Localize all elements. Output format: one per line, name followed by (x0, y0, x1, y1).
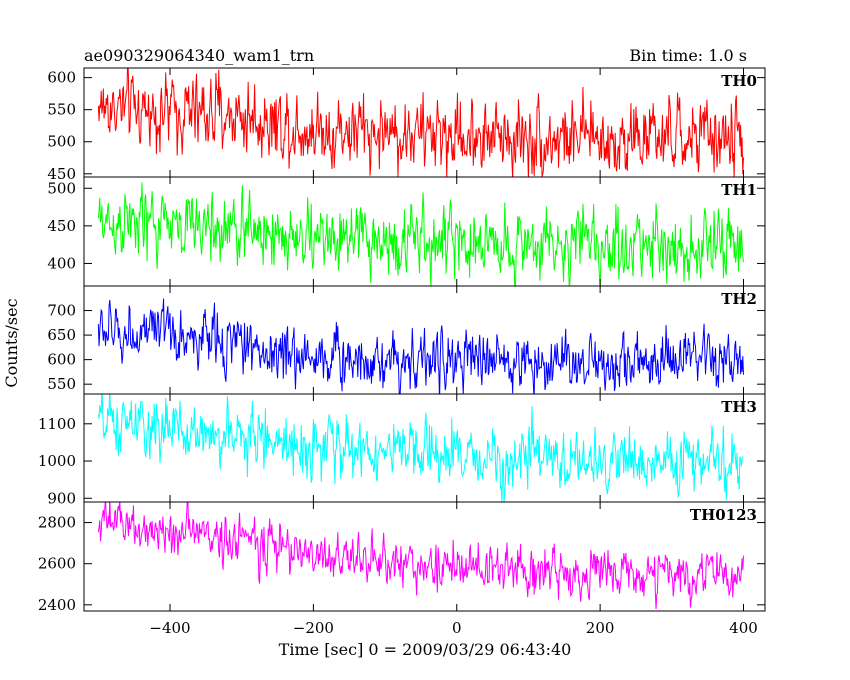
y-tick-label: 550 (47, 375, 76, 393)
series-line-th0 (97, 68, 744, 177)
y-tick-label: 1100 (38, 415, 76, 433)
bin-time-label: Bin time: 1.0 s (629, 46, 747, 65)
x-axis-label: Time [sec] 0 = 2009/03/29 06:43:40 (279, 640, 572, 659)
y-tick-label: 500 (47, 133, 76, 151)
x-tick-label: 200 (586, 619, 615, 637)
y-tick-label: 450 (47, 165, 76, 183)
y-tick-label: 450 (47, 217, 76, 235)
panel-frame-th0123 (83, 501, 766, 612)
y-tick-label: 500 (47, 179, 76, 197)
y-tick-label: 700 (47, 302, 76, 320)
chart-title: ae090329064340_wam1_trn (84, 46, 314, 65)
series-line-th1 (97, 182, 744, 286)
y-tick-label: 1000 (38, 452, 76, 470)
series-line-th0123 (97, 502, 744, 609)
y-tick-label: 600 (47, 69, 76, 87)
y-tick-label: 2600 (38, 555, 76, 573)
y-tick-label: 900 (47, 489, 76, 507)
panel-label-th3: TH3 (721, 398, 757, 416)
y-tick-label: 2400 (38, 596, 76, 614)
panel-label-th0: TH0 (721, 72, 757, 90)
x-tick-label: −400 (149, 619, 190, 637)
y-tick-label: 600 (47, 351, 76, 369)
y-tick-label: 400 (47, 254, 76, 272)
y-tick-label: 2800 (38, 514, 76, 532)
x-tick-label: 0 (452, 619, 462, 637)
y-tick-label: 650 (47, 326, 76, 344)
y-tick-label: 550 (47, 101, 76, 119)
panel-label-th0123: TH0123 (690, 506, 757, 524)
series-line-th3 (97, 394, 744, 502)
panel-label-th2: TH2 (721, 290, 757, 308)
panel-label-th1: TH1 (721, 181, 757, 199)
x-tick-label: −200 (293, 619, 334, 637)
y-axis-label: Counts/sec (2, 298, 21, 387)
x-tick-label: 400 (729, 619, 758, 637)
series-line-th2 (97, 298, 744, 394)
